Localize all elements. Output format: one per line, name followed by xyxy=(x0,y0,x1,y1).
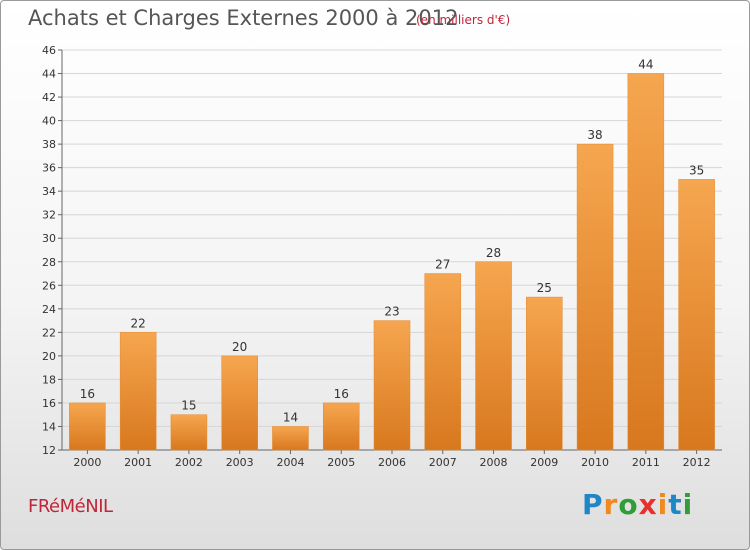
y-tick-label: 14 xyxy=(42,420,56,433)
data-label-2005: 16 xyxy=(334,387,349,401)
bar-2008 xyxy=(475,261,512,451)
x-tick-label-2011: 2011 xyxy=(632,456,660,469)
bar-2000 xyxy=(69,402,106,451)
y-tick-label: 42 xyxy=(42,91,56,104)
bar-2004 xyxy=(272,426,309,451)
data-label-2003: 20 xyxy=(232,340,247,354)
y-tick-label: 24 xyxy=(42,303,56,316)
bar-2011 xyxy=(627,73,665,451)
bar-2007 xyxy=(424,273,462,451)
y-tick-label: 38 xyxy=(42,138,56,151)
y-tick-label: 20 xyxy=(42,350,56,363)
y-tick-label: 12 xyxy=(42,444,56,457)
x-tick-label-2008: 2008 xyxy=(480,456,508,469)
data-labels: 16 22 15 20 14 16 23 27 28 25 38 44 35 xyxy=(80,58,705,425)
y-tick-label: 26 xyxy=(42,279,56,292)
y-tick-label: 22 xyxy=(42,326,56,339)
x-tick-label-2006: 2006 xyxy=(378,456,406,469)
commune-name: FRéMéNIL xyxy=(28,496,113,517)
axes: 12 14 16 18 20 22 24 26 28 30 32 34 36 38 40 42 44 46 2000… xyxy=(42,44,722,469)
bar-2009 xyxy=(526,296,563,451)
data-label-2000: 16 xyxy=(80,387,95,401)
chart-subtitle: (en milliers d'€) xyxy=(416,13,511,27)
data-label-2006: 23 xyxy=(384,305,399,319)
bar-2012 xyxy=(678,179,715,451)
bars xyxy=(69,73,715,451)
bar-2006 xyxy=(373,320,411,451)
y-tick-label: 36 xyxy=(42,162,56,175)
bar-2003 xyxy=(221,355,258,451)
x-tick-label-2009: 2009 xyxy=(530,456,558,469)
data-label-2012: 35 xyxy=(689,163,704,177)
data-label-2009: 25 xyxy=(537,281,552,295)
logo-letter: x xyxy=(638,488,658,521)
chart-title: Achats et Charges Externes 2000 à 2012 xyxy=(28,6,459,30)
x-tick-label-2002: 2002 xyxy=(175,456,203,469)
x-tick-label-2003: 2003 xyxy=(226,456,254,469)
x-tick-label-2004: 2004 xyxy=(276,456,304,469)
x-tick-label-2012: 2012 xyxy=(683,456,711,469)
y-tick-label: 28 xyxy=(42,256,56,269)
proxiti-logo[interactable]: Proxiti xyxy=(582,488,693,521)
y-tick-label: 32 xyxy=(42,209,56,222)
y-tick-label: 16 xyxy=(42,397,56,410)
data-label-2011: 44 xyxy=(638,58,653,72)
y-tick-label: 46 xyxy=(42,44,56,57)
x-tick-label-2000: 2000 xyxy=(73,456,101,469)
logo-letter: r xyxy=(603,488,619,521)
y-tick-label: 18 xyxy=(42,373,56,386)
y-tick-label: 44 xyxy=(42,68,56,81)
x-tick-label-2010: 2010 xyxy=(581,456,609,469)
bar-2001 xyxy=(119,332,157,451)
y-tick-label: 30 xyxy=(42,232,56,245)
x-tick-label-2005: 2005 xyxy=(327,456,355,469)
logo-letter: t xyxy=(668,488,683,521)
bar-2010 xyxy=(576,143,614,451)
logo-letter: i xyxy=(657,488,669,521)
data-label-2002: 15 xyxy=(181,399,196,413)
x-tick-label-2001: 2001 xyxy=(124,456,152,469)
data-label-2007: 27 xyxy=(435,258,450,272)
data-label-2001: 22 xyxy=(131,316,146,330)
y-tick-label: 40 xyxy=(42,115,56,128)
bar-2005 xyxy=(322,402,360,451)
logo-letter: i xyxy=(682,488,694,521)
logo-letter: P xyxy=(582,488,604,521)
data-label-2008: 28 xyxy=(486,246,501,260)
data-label-2004: 14 xyxy=(283,410,298,424)
y-tick-label: 34 xyxy=(42,185,56,198)
x-tick-label-2007: 2007 xyxy=(429,456,457,469)
bar-2002 xyxy=(170,414,208,451)
logo-letter: o xyxy=(618,488,639,521)
data-label-2010: 38 xyxy=(587,128,602,142)
